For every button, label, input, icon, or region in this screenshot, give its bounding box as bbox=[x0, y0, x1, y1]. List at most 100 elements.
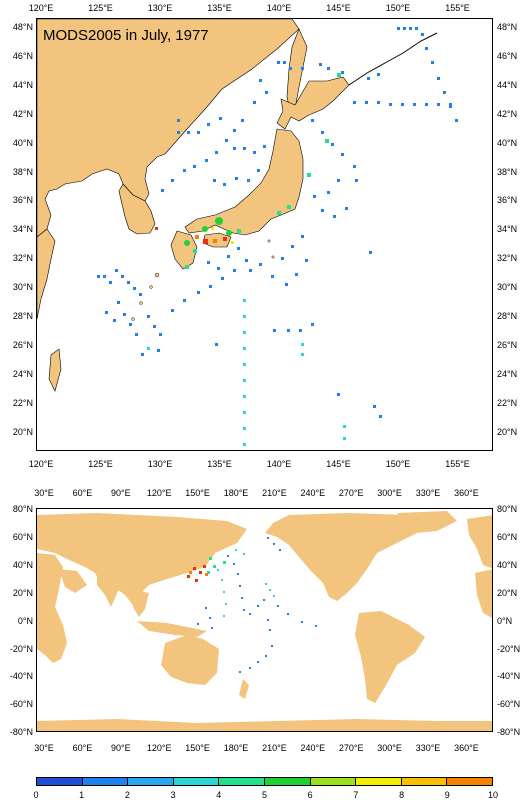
top-map-lat-label-right: 20°N bbox=[497, 426, 518, 437]
top-map-lon-label: 125°E bbox=[88, 3, 113, 13]
bottom-map-lon-label: 90°E bbox=[110, 488, 131, 498]
bottom-map-lat-label: -40°N bbox=[9, 671, 33, 682]
top-map-lat-label: 30°N bbox=[12, 282, 33, 293]
colorbar-label: 5 bbox=[261, 790, 268, 800]
bottom-map-lon-label: 360°E bbox=[454, 488, 479, 498]
land-europe-right bbox=[467, 515, 492, 569]
land-greenland bbox=[397, 511, 457, 533]
top-map-lat-label-right: 34°N bbox=[497, 224, 518, 235]
colorbar-segment bbox=[401, 778, 448, 785]
land-africa bbox=[37, 553, 67, 663]
top-map-lat-label: 28°N bbox=[12, 311, 33, 321]
bottom-map-lat-label-right: -40°N bbox=[497, 671, 521, 682]
bottom-map-lon-label: 270°E bbox=[338, 488, 364, 498]
land-australia bbox=[161, 635, 219, 685]
colorbar-label: 3 bbox=[170, 790, 176, 800]
land-eurasia bbox=[37, 513, 247, 605]
top-map-lat-label-right: 42°N bbox=[497, 108, 518, 119]
land-antarctica bbox=[37, 719, 492, 731]
land-hokkaido bbox=[276, 76, 350, 130]
top-map-lat-label: 26°N bbox=[12, 339, 33, 350]
land-africa-right bbox=[475, 569, 492, 618]
top-map-lon-label: 145°E bbox=[326, 3, 351, 13]
bottom-map-lat-label-right: -20°N bbox=[497, 643, 521, 654]
land-taiwan bbox=[48, 348, 62, 392]
top-map-lat-label: 48°N bbox=[12, 22, 33, 32]
bottom-map-lon-label-bottom: 240°E bbox=[300, 743, 326, 753]
bottom-map-lat-label: 60°N bbox=[12, 531, 33, 542]
colorbar-segment bbox=[219, 778, 265, 785]
top-map-lon-label: 120°E bbox=[28, 3, 54, 13]
bottom-map-lat-label: 20°N bbox=[12, 587, 33, 598]
bottom-map-lon-label-bottom: 210°E bbox=[262, 743, 287, 753]
land-north-america bbox=[265, 513, 437, 601]
top-map-lat-label: 32°N bbox=[12, 253, 33, 264]
regional-map-svg bbox=[37, 19, 458, 446]
top-map-lon-label-bottom: 120°E bbox=[28, 459, 54, 469]
colorbar-segment bbox=[82, 778, 129, 785]
global-map-panel bbox=[36, 508, 493, 732]
top-map-lon-label: 135°E bbox=[207, 3, 232, 13]
bottom-map-lon-label: 120°E bbox=[146, 488, 172, 498]
colorbar-label: 6 bbox=[307, 790, 313, 800]
bottom-map-lat-label: 0°N bbox=[17, 615, 33, 626]
top-map-lon-label-bottom: 130°E bbox=[147, 459, 173, 469]
top-map-lat-label-right: 46°N bbox=[497, 50, 518, 61]
colorbar-label: 1 bbox=[79, 790, 85, 800]
colorbar-label: 4 bbox=[216, 790, 222, 800]
bottom-map-lat-label: -20°N bbox=[9, 643, 33, 654]
land-kurils bbox=[348, 32, 438, 86]
top-map-lon-label-bottom: 150°E bbox=[385, 459, 411, 469]
bottom-map-lon-label-bottom: 120°E bbox=[146, 743, 172, 753]
top-map-lon-label: 140°E bbox=[266, 3, 292, 13]
top-map-lat-label-right: 38°N bbox=[497, 166, 518, 177]
colorbar-segment bbox=[173, 778, 220, 785]
top-map-lat-label: 46°N bbox=[12, 50, 33, 61]
land-honshu bbox=[184, 128, 304, 236]
bottom-map-lon-label-bottom: 270°E bbox=[338, 743, 364, 753]
land-korea bbox=[118, 183, 156, 235]
bottom-map-lat-label-right: -60°N bbox=[497, 699, 521, 710]
top-map-lon-label-bottom: 125°E bbox=[88, 459, 113, 469]
top-map-lat-label-right: 44°N bbox=[497, 79, 518, 90]
bottom-map-lon-label: 300°E bbox=[377, 488, 402, 498]
observation-tracks bbox=[187, 537, 317, 673]
land-india bbox=[97, 575, 119, 607]
bottom-map-lat-label: 40°N bbox=[12, 559, 33, 570]
top-map-lat-label-right: 48°N bbox=[497, 22, 518, 32]
top-map-lon-label-bottom: 145°E bbox=[326, 459, 351, 469]
bottom-map-lat-label-right: -80°N bbox=[497, 727, 521, 738]
colorbar-label: 8 bbox=[399, 790, 405, 800]
land-se-asia bbox=[133, 589, 149, 617]
top-map-lat-label-right: 22°N bbox=[497, 397, 518, 408]
bottom-map-lon-label: 210°E bbox=[262, 488, 287, 498]
top-map-lon-label: 150°E bbox=[385, 3, 411, 13]
bottom-map-lon-label: 330°E bbox=[415, 488, 441, 498]
colorbar-segment bbox=[310, 778, 357, 785]
bottom-map-lon-label: 150°E bbox=[185, 488, 210, 498]
top-map-lat-label: 24°N bbox=[12, 368, 33, 379]
bottom-map-lon-label-bottom: 30°E bbox=[34, 743, 54, 753]
bottom-map-lon-label-bottom: 330°E bbox=[415, 743, 441, 753]
regional-map-panel: MODS2005 in July, 1977 bbox=[36, 18, 493, 451]
top-map-lat-label-right: 28°N bbox=[497, 311, 518, 321]
top-map-lat-label: 34°N bbox=[12, 224, 33, 235]
colorbar-segment bbox=[128, 778, 174, 785]
colorbar-segment bbox=[264, 778, 311, 785]
top-map-lon-label-bottom: 135°E bbox=[207, 459, 232, 469]
top-map-lon-label-bottom: 140°E bbox=[266, 459, 292, 469]
bottom-map-lat-label: 80°N bbox=[12, 504, 33, 514]
bottom-map-lon-label-bottom: 90°E bbox=[110, 743, 131, 753]
bottom-map-lat-label: -80°N bbox=[9, 727, 33, 738]
top-map-lon-label: 155°E bbox=[445, 3, 470, 13]
land-new-zealand bbox=[239, 679, 249, 699]
top-map-lat-label: 38°N bbox=[12, 166, 33, 177]
top-map-lat-label: 42°N bbox=[12, 108, 33, 119]
land-arabia bbox=[59, 569, 87, 593]
bottom-map-lat-label-right: 0°N bbox=[497, 615, 513, 626]
top-map-lat-label: 22°N bbox=[12, 397, 33, 408]
top-map-lat-label-right: 32°N bbox=[497, 253, 518, 264]
bottom-map-lat-label: -60°N bbox=[9, 699, 33, 710]
colorbar-label: 7 bbox=[353, 790, 359, 800]
observation-cells bbox=[97, 27, 458, 446]
